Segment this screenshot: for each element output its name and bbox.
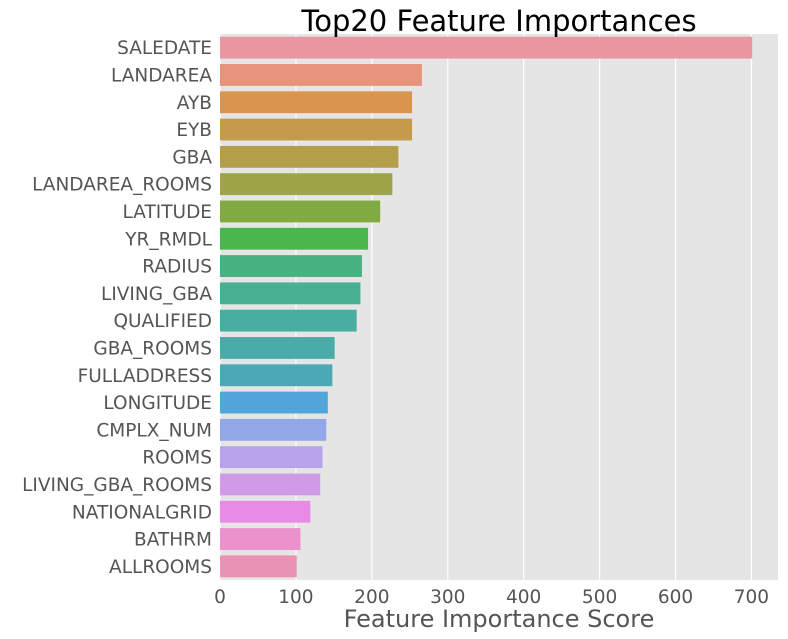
category-label: NATIONALGRID xyxy=(72,502,212,523)
category-labels: SALEDATE LANDAREA AYB EYB GBA LANDAREA_ROOMS L… xyxy=(22,38,213,578)
plot-background xyxy=(220,34,778,580)
x-tick-label: 700 xyxy=(734,587,769,608)
bar-living-gba xyxy=(220,282,361,305)
bars xyxy=(220,36,753,578)
x-tick-label: 300 xyxy=(430,587,465,608)
category-label: LIVING_GBA_ROOMS xyxy=(22,475,212,496)
x-tick-label: 100 xyxy=(278,587,313,608)
bar-living-gba-rooms xyxy=(220,473,321,496)
x-tick-label: 0 xyxy=(214,587,226,608)
bar-ayb xyxy=(220,91,413,114)
category-label: LANDAREA xyxy=(111,65,212,86)
bar-cmplx-num xyxy=(220,418,327,441)
category-label: RADIUS xyxy=(142,257,212,278)
bar-fulladdress xyxy=(220,364,333,387)
bar-landarea xyxy=(220,64,422,86)
bar-saledate xyxy=(220,36,753,59)
bar-gba xyxy=(220,145,399,168)
category-label: AYB xyxy=(177,93,212,114)
category-label: SALEDATE xyxy=(117,38,212,59)
category-label: LANDAREA_ROOMS xyxy=(32,175,212,196)
category-label: LONGITUDE xyxy=(103,393,212,414)
category-label: GBA_ROOMS xyxy=(93,338,212,359)
category-label: ROOMS xyxy=(142,448,212,469)
category-label: EYB xyxy=(176,120,212,141)
category-label: ALLROOMS xyxy=(109,557,212,578)
category-label: GBA xyxy=(172,147,212,168)
x-axis-label: Feature Importance Score xyxy=(344,605,655,633)
bar-qualified xyxy=(220,309,357,332)
bar-eyb xyxy=(220,118,413,141)
chart-title: Top20 Feature Importances xyxy=(300,4,696,38)
bar-landarea-rooms xyxy=(220,173,393,196)
bar-latitude xyxy=(220,200,381,223)
category-label: LATITUDE xyxy=(123,202,212,223)
category-label: LIVING_GBA xyxy=(101,284,212,305)
bar-gba-rooms xyxy=(220,337,335,359)
bar-longitude xyxy=(220,391,328,414)
bar-bathrm xyxy=(220,528,301,550)
category-label: YR_RMDL xyxy=(124,229,212,250)
category-label: QUALIFIED xyxy=(113,311,212,332)
bar-yr-rmdl xyxy=(220,227,369,250)
x-tick-label: 400 xyxy=(506,587,541,608)
x-tick-label: 200 xyxy=(354,587,389,608)
bar-radius xyxy=(220,255,362,277)
category-label: FULLADDRESS xyxy=(78,366,212,387)
bar-allrooms xyxy=(220,555,297,578)
category-label: BATHRM xyxy=(134,530,212,551)
bar-rooms xyxy=(220,446,323,469)
bar-nationalgrid xyxy=(220,500,311,523)
x-tick-label: 500 xyxy=(582,587,617,608)
category-label: CMPLX_NUM xyxy=(96,420,212,441)
x-tick-labels: 0 100 200 300 400 500 600 700 xyxy=(214,587,769,608)
x-tick-label: 600 xyxy=(658,587,693,608)
